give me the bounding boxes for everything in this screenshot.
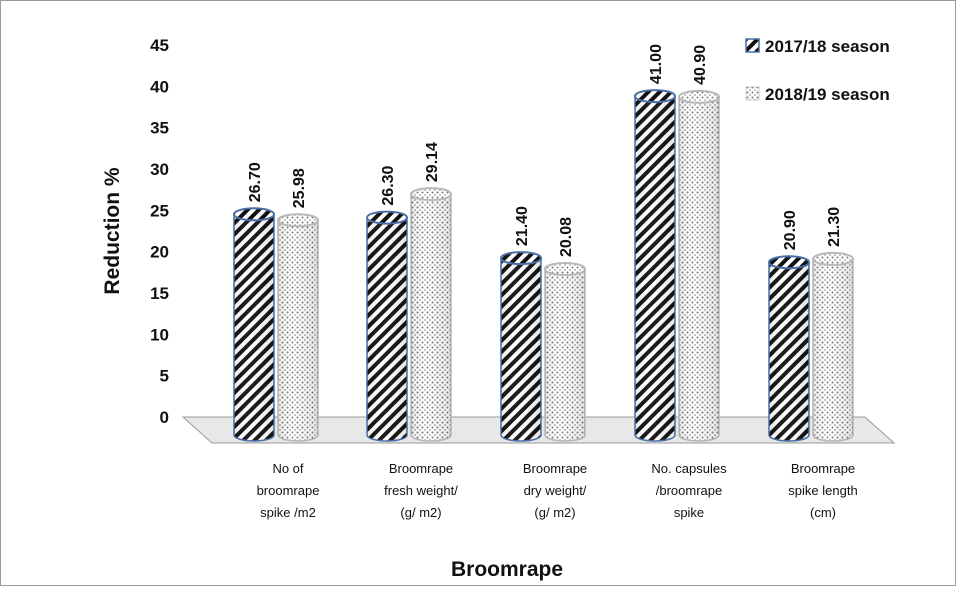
data-label: 41.00 xyxy=(648,44,665,84)
data-label: 20.90 xyxy=(782,210,799,250)
bar-shading xyxy=(769,262,809,441)
y-axis-ticks: 0 5 10 15 20 25 30 35 40 45 xyxy=(150,36,169,427)
bar-series1 xyxy=(634,89,676,442)
x-axis-title: Broomrape xyxy=(451,558,563,581)
y-tick-label: 0 xyxy=(160,408,169,427)
y-tick-label: 40 xyxy=(150,77,169,96)
category-labels-layer: No of broomrape spike /m2 Broomrape fresh we… xyxy=(257,461,858,520)
bar-top xyxy=(233,207,275,222)
bar-shading xyxy=(501,258,541,441)
bar-top xyxy=(500,251,542,266)
bar-top xyxy=(768,255,810,270)
bar-shading xyxy=(411,194,451,441)
y-tick-label: 45 xyxy=(150,36,169,55)
y-tick-label: 20 xyxy=(150,243,169,262)
bar-top xyxy=(812,251,854,266)
bar-series1 xyxy=(768,255,810,442)
bar-series2 xyxy=(277,213,319,442)
bar-series1 xyxy=(500,251,542,442)
bar-top xyxy=(678,89,720,104)
category-label: Broomrape spike length (cm) xyxy=(788,461,857,520)
data-labels-layer: 26.70 26.30 21.40 41.00 20.90 25.98 29.14 20.08… xyxy=(247,44,843,257)
bar-shading xyxy=(367,217,407,441)
data-label: 21.40 xyxy=(514,206,531,246)
bar-series2 xyxy=(678,89,720,442)
category-label: No of broomrape spike /m2 xyxy=(257,461,320,520)
bar-series2 xyxy=(812,251,854,442)
bar-shading xyxy=(234,214,274,441)
y-tick-label: 5 xyxy=(160,367,169,386)
bar-top xyxy=(544,262,586,277)
bar-shading xyxy=(635,96,675,442)
legend: 2017/18 season 2018/19 season xyxy=(745,37,890,104)
y-axis-title: Reduction % xyxy=(101,167,124,294)
category-label: No. capsules/broomrape spike xyxy=(651,461,727,520)
legend-label: 2018/19 season xyxy=(765,85,890,104)
bar-shading xyxy=(679,96,719,441)
data-label: 25.98 xyxy=(291,168,308,208)
legend-swatch xyxy=(745,38,760,53)
bar-series2 xyxy=(544,262,586,442)
bar-top xyxy=(634,89,676,104)
bar-series1 xyxy=(233,207,275,442)
bars-layer xyxy=(233,89,854,442)
data-label: 26.30 xyxy=(380,165,397,205)
data-label: 26.70 xyxy=(247,162,264,202)
y-tick-label: 35 xyxy=(150,119,169,138)
category-label: Broomrape dry weight/(g/ m2) xyxy=(523,461,587,520)
data-label: 21.30 xyxy=(826,207,843,247)
legend-label: 2017/18 season xyxy=(765,37,890,56)
bar-shading xyxy=(545,269,585,441)
bar-top xyxy=(366,210,408,225)
data-label: 29.14 xyxy=(424,142,441,182)
bar-series1 xyxy=(366,210,408,442)
bar-top xyxy=(277,213,319,228)
y-tick-label: 30 xyxy=(150,160,169,179)
y-tick-label: 25 xyxy=(150,201,169,220)
category-label: Broomrape fresh weight/(g/ m2) xyxy=(384,461,458,520)
data-label: 20.08 xyxy=(558,217,575,257)
data-label: 40.90 xyxy=(692,45,709,85)
bar-shading xyxy=(278,220,318,441)
bar-top xyxy=(410,187,452,202)
legend-swatch xyxy=(745,86,760,101)
bar-shading xyxy=(813,258,853,441)
y-tick-label: 15 xyxy=(150,284,169,303)
y-tick-label: 10 xyxy=(150,325,169,344)
bar-series2 xyxy=(410,187,452,442)
